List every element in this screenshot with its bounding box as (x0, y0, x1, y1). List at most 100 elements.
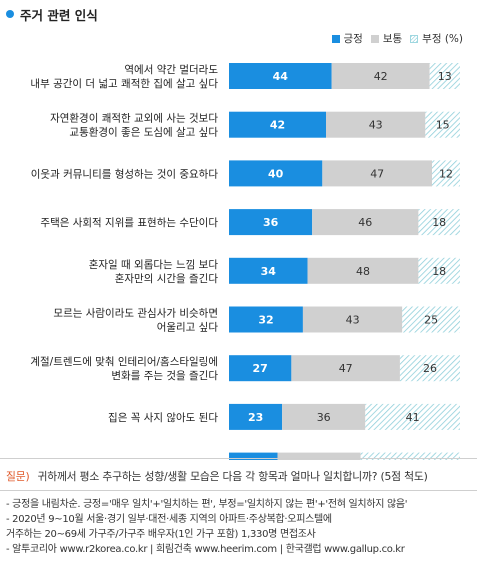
value-label-neutral: 43 (369, 119, 383, 132)
value-label-positive: 44 (273, 70, 289, 83)
category-label-line: 내부 공간이 더 넓고 쾌적한 집에 살고 싶다 (30, 78, 218, 90)
bar-segment-neutral (312, 209, 419, 236)
category-label: 혼자일 때 외롭다는 느낌 보다 혼자만의 시간을 즐긴다 (89, 258, 219, 285)
footnote-line: 거주하는 20~69세 가구주/가구주 배우자(1인 가구 포함) 1,330명… (6, 529, 316, 540)
legend-swatch-positive (331, 34, 340, 43)
category-label-line: 교통환경이 좋은 도심에 살고 싶다 (69, 126, 218, 139)
bar-segment-negative (399, 355, 460, 382)
legend-swatch-negative (410, 34, 419, 43)
value-label-negative: 13 (438, 70, 452, 83)
bar-segment-positive (229, 257, 308, 284)
value-label-neutral: 43 (346, 314, 360, 327)
value-label-negative: 15 (436, 119, 450, 132)
bar-segment-negative (402, 306, 460, 333)
value-label-neutral: 36 (317, 411, 331, 424)
category-label-line: 계절/트렌드에 맞춰 인테리어/홈스타일링에 (30, 355, 218, 368)
bar-segment-positive (229, 452, 278, 460)
value-label-positive: 42 (270, 119, 285, 132)
value-label-neutral: 42 (374, 70, 388, 83)
legend-label-positive: 긍정 (343, 33, 363, 45)
bar-segment-positive (229, 355, 292, 382)
bar-segment-neutral (282, 403, 366, 430)
bar-segment-positive (229, 306, 303, 333)
footnote-line: - 2020년 9~10월 서울·경기 일부·대전·세종 지역의 아파트·주상복… (6, 514, 332, 525)
footer-divider (0, 458, 477, 459)
bar-segment-neutral (291, 355, 400, 382)
bar-row: 집은 꼭 사지 않아도 된다 23 36 41 (108, 403, 460, 430)
footnotes: - 긍정을 내림차순. 긍정='매우 일치'+'일치하는 편', 부정='일치하… (6, 497, 472, 557)
value-label-negative: 12 (439, 167, 453, 180)
bar-segment-positive (229, 160, 323, 187)
legend-label-neutral: 보통 (382, 33, 403, 45)
value-label-neutral: 46 (358, 216, 372, 229)
bar-segment-positive (229, 209, 313, 236)
value-label-neutral: 47 (370, 167, 384, 180)
category-label: 자연환경이 쾌적한 교외에 사는 것보다 교통환경이 좋은 도심에 살고 싶다 (50, 112, 218, 139)
bar-segment-positive (229, 403, 283, 430)
bar-segment-positive (229, 111, 327, 138)
value-label-neutral: 47 (339, 362, 353, 375)
bar-segment-negative (418, 257, 460, 284)
chart-title-text: 주거 관련 인식 (20, 7, 98, 23)
value-label-positive: 27 (253, 362, 268, 375)
legend-label-negative: 부정 (%) (422, 33, 463, 45)
category-label-line: 자연환경이 쾌적한 교외에 사는 것보다 (50, 112, 218, 125)
bar-row: 혼자일 때 외롭다는 느낌 보다 혼자만의 시간을 즐긴다 34 48 18 (89, 257, 460, 285)
bar-row: 계절/트렌드에 맞춰 인테리어/홈스타일링에 변화를 주는 것을 즐긴다 27 47 2… (30, 355, 460, 382)
value-label-positive: 32 (258, 314, 273, 327)
title-bullet-icon (6, 10, 14, 18)
notes-divider (0, 490, 477, 491)
bar-segment-negative (365, 403, 460, 430)
chart-title: 주거 관련 인식 (6, 5, 98, 23)
bar-segment-neutral (322, 160, 432, 187)
bar-segment-neutral (331, 63, 430, 89)
category-label-line: 주택은 사회적 지위를 표현하는 수단이다 (40, 216, 218, 229)
value-label-negative: 41 (406, 411, 420, 424)
bar-row: 자연환경이 쾌적한 교외에 사는 것보다 교통환경이 좋은 도심에 살고 싶다 42… (50, 111, 460, 139)
footnote-line: - 긍정을 내림차순. 긍정='매우 일치'+'일치하는 편', 부정='일치하… (6, 499, 408, 510)
footnote-line: - 알투코리아 www.r2korea.co.kr | 희림건축 www.hee… (6, 544, 405, 555)
category-label-line: 집은 꼭 사지 않아도 된다 (108, 412, 218, 424)
bar-row: 이웃과 커뮤니티를 형성하는 것이 중요하다 40 47 12 (31, 160, 460, 187)
value-label-positive: 40 (268, 167, 284, 180)
bar-row: 주택은 사회적 지위를 표현하는 수단이다 36 46 18 (40, 209, 460, 236)
bar-segment-positive (229, 63, 332, 89)
bar-segment-neutral (326, 111, 426, 138)
value-label-positive: 36 (263, 216, 279, 229)
category-label-line: 변화를 주는 것을 즐긴다 (111, 370, 218, 382)
bar-segment-negative (360, 452, 460, 460)
bar-segment-negative (429, 63, 460, 89)
bar-segment-negative (418, 209, 460, 236)
category-label-line: 이웃과 커뮤니티를 형성하는 것이 중요하다 (31, 167, 219, 180)
category-label-line: 혼자일 때 외롭다는 느낌 보다 (89, 258, 219, 271)
bar-row: 집에 손님을 초대해서 자주 모임을 한다213643 (47, 452, 460, 460)
value-label-negative: 25 (424, 314, 438, 327)
value-label-negative: 18 (432, 265, 446, 278)
value-label-negative: 18 (432, 216, 446, 229)
category-label-line: 혼자만의 시간을 즐긴다 (115, 272, 219, 285)
bar-segment-negative (425, 111, 460, 138)
question-label: 질문) (6, 470, 30, 483)
bar-segment-negative (432, 160, 460, 187)
bar-segment-neutral (307, 257, 419, 284)
category-label-line: 모르는 사람이라도 관심사가 비슷하면 (53, 307, 218, 320)
legend: 긍정 보통 부정 (%) (324, 31, 463, 46)
category-label: 이웃과 커뮤니티를 형성하는 것이 중요하다 (31, 167, 219, 180)
bar-segment-neutral (302, 306, 403, 333)
value-label-positive: 23 (248, 411, 263, 424)
question-body: 귀하께서 평소 추구하는 성향/생활 모습은 다음 각 항목과 얼마나 일치합니… (37, 470, 428, 483)
question-text: 질문) 귀하께서 평소 추구하는 성향/생활 모습은 다음 각 항목과 얼마나 일… (6, 468, 472, 484)
value-label-neutral: 48 (356, 265, 370, 278)
legend-item-positive: 긍정 (331, 31, 363, 46)
category-label: 주택은 사회적 지위를 표현하는 수단이다 (40, 216, 218, 229)
category-label-line: 어울리고 싶다 (157, 322, 219, 334)
bar-segment-neutral (277, 452, 361, 460)
category-label-line: 역에서 약간 멀더라도 (124, 63, 218, 76)
category-label: 집은 꼭 사지 않아도 된다 (108, 412, 218, 424)
legend-item-neutral: 보통 (370, 31, 403, 46)
